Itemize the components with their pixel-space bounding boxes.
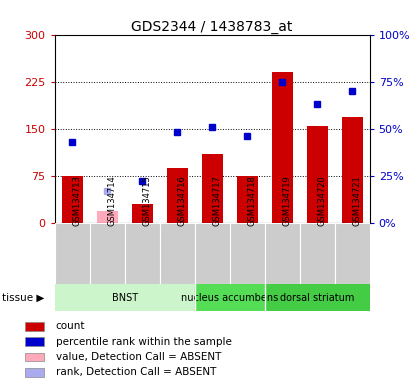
- FancyBboxPatch shape: [265, 223, 299, 284]
- FancyBboxPatch shape: [55, 223, 89, 284]
- Text: value, Detection Call = ABSENT: value, Detection Call = ABSENT: [56, 352, 221, 362]
- FancyBboxPatch shape: [125, 223, 160, 284]
- Bar: [97, 212, 118, 223]
- Text: GSM134717: GSM134717: [212, 175, 221, 226]
- Bar: [194, 284, 265, 311]
- Bar: [341, 118, 362, 223]
- Text: GSM134713: GSM134713: [72, 175, 81, 226]
- Text: GSM134720: GSM134720: [317, 175, 326, 226]
- FancyBboxPatch shape: [160, 223, 194, 284]
- Bar: [265, 284, 370, 311]
- Text: BNST: BNST: [112, 293, 138, 303]
- Bar: [25, 353, 44, 361]
- Bar: [62, 176, 83, 223]
- FancyBboxPatch shape: [299, 223, 335, 284]
- Bar: [55, 284, 194, 311]
- Bar: [202, 154, 223, 223]
- Text: GSM134715: GSM134715: [142, 175, 151, 226]
- Title: GDS2344 / 1438783_at: GDS2344 / 1438783_at: [131, 20, 293, 33]
- Text: percentile rank within the sample: percentile rank within the sample: [56, 337, 232, 347]
- Bar: [167, 168, 188, 223]
- FancyBboxPatch shape: [194, 223, 230, 284]
- Bar: [25, 338, 44, 346]
- Text: dorsal striatum: dorsal striatum: [280, 293, 354, 303]
- Text: tissue ▶: tissue ▶: [2, 293, 45, 303]
- FancyBboxPatch shape: [89, 223, 125, 284]
- Text: count: count: [56, 321, 85, 331]
- Text: rank, Detection Call = ABSENT: rank, Detection Call = ABSENT: [56, 367, 216, 377]
- Bar: [131, 204, 152, 223]
- Bar: [236, 176, 257, 223]
- Bar: [25, 368, 44, 377]
- FancyBboxPatch shape: [335, 223, 370, 284]
- Text: GSM134719: GSM134719: [282, 175, 291, 226]
- Text: GSM134721: GSM134721: [352, 175, 361, 226]
- Text: GSM134716: GSM134716: [177, 175, 186, 226]
- Bar: [272, 72, 293, 223]
- Text: GSM134714: GSM134714: [107, 175, 116, 226]
- FancyBboxPatch shape: [230, 223, 265, 284]
- Bar: [307, 126, 328, 223]
- Text: GSM134718: GSM134718: [247, 175, 256, 226]
- Bar: [25, 322, 44, 331]
- Text: nucleus accumbens: nucleus accumbens: [181, 293, 278, 303]
